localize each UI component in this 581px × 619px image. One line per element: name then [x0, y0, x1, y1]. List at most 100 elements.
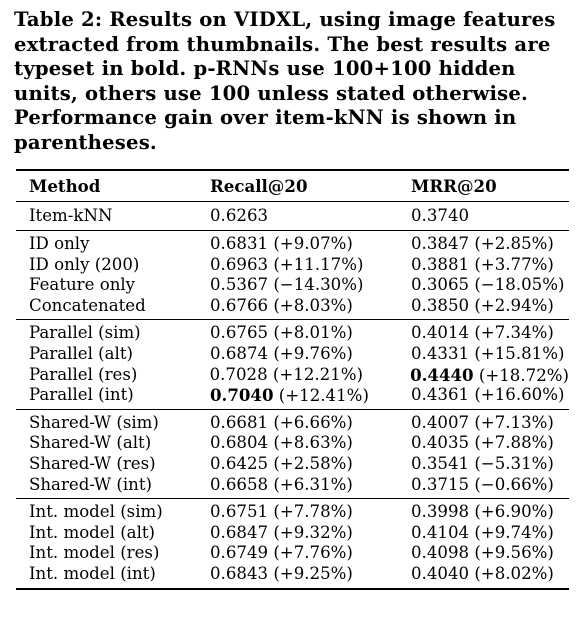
mrr-cell: 0.4098 (+9.56%) — [398, 543, 554, 564]
mrr-gain: (+7.88%) — [469, 433, 554, 453]
table-row: Parallel (alt) 0.6874 (+9.76%) 0.4331 (+15… — [16, 344, 569, 365]
recall-gain: (+9.07%) — [268, 234, 353, 253]
mrr-value: 0.4040 — [411, 563, 470, 583]
recall-gain: (+12.41%) — [273, 386, 369, 406]
method-name: Shared-W (alt) — [29, 433, 152, 453]
recall-value: 0.6425 — [210, 453, 269, 473]
method-name: Feature only — [29, 275, 136, 295]
recall-value: 0.6766 — [210, 295, 269, 315]
mrr-value: 0.3998 — [411, 502, 470, 522]
group-rule — [16, 230, 569, 231]
mrr-cell: 0.3065 (−18.05%) — [398, 275, 564, 296]
method-cell: Shared-W (alt) — [16, 433, 197, 454]
recall-cell: 0.5367 (−14.30%) — [197, 275, 398, 296]
table-row: Parallel (res) 0.7028 (+12.21%) 0.4440 (+1… — [16, 365, 569, 386]
method-name: Int. model (res) — [29, 543, 160, 563]
recall-cell: 0.6963 (+11.17%) — [197, 255, 398, 276]
mrr-value: 0.3847 — [411, 234, 470, 253]
method-cell: Parallel (alt) — [16, 344, 197, 365]
method-name: ID only — [29, 234, 90, 253]
method-name: Shared-W (int) — [29, 474, 152, 494]
header-method: Method — [29, 176, 101, 196]
method-cell: Feature only — [16, 275, 197, 296]
mrr-cell: 0.3541 (−5.31%) — [398, 454, 554, 475]
table-row: Shared-W (sim) 0.6681 (+6.66%) 0.4007 (+7.… — [16, 413, 569, 434]
recall-gain: (+8.63%) — [268, 433, 353, 453]
table-row: Int. model (int) 0.6843 (+9.25%) 0.4040 (+… — [16, 564, 569, 585]
table-body: ID only 0.6831 (+9.07%) 0.3847 (+2.85%) ID … — [16, 230, 569, 590]
recall-cell: 0.6751 (+7.78%) — [197, 502, 398, 523]
row-group: Int. model (sim) 0.6751 (+7.78%) 0.3998 (+… — [16, 499, 569, 587]
baseline-mrr: 0.3740 — [411, 206, 470, 225]
recall-gain: (+6.31%) — [268, 474, 353, 494]
mrr-gain: (+9.74%) — [469, 522, 554, 542]
row-group: ID only 0.6831 (+9.07%) 0.3847 (+2.85%) ID … — [16, 231, 569, 319]
mrr-value: 0.3065 — [411, 275, 470, 295]
method-cell: Shared-W (int) — [16, 475, 197, 496]
recall-value: 0.5367 — [210, 275, 269, 295]
mrr-cell: 0.4035 (+7.88%) — [398, 433, 554, 454]
recall-value: 0.6831 — [210, 234, 269, 253]
recall-cell: 0.6847 (+9.32%) — [197, 523, 398, 544]
recall-cell: 0.7040 (+12.41%) — [197, 385, 398, 406]
recall-gain: (+7.76%) — [268, 543, 353, 563]
method-cell: Parallel (int) — [16, 385, 197, 406]
method-cell: Int. model (int) — [16, 564, 197, 585]
mrr-cell: 0.3850 (+2.94%) — [398, 296, 554, 317]
method-name: Shared-W (sim) — [29, 412, 159, 432]
mrr-value: 0.4007 — [411, 412, 470, 432]
method-name: Int. model (alt) — [29, 522, 156, 542]
method-cell: Int. model (sim) — [16, 502, 197, 523]
recall-gain: (+2.58%) — [268, 453, 353, 473]
table-row: Feature only 0.5367 (−14.30%) 0.3065 (−18.… — [16, 275, 569, 296]
method-cell: ID only — [16, 234, 197, 255]
recall-gain: (+11.17%) — [268, 254, 364, 274]
method-cell: Int. model (res) — [16, 543, 197, 564]
method-name: Shared-W (res) — [29, 453, 156, 473]
method-name: Parallel (res) — [29, 364, 138, 384]
recall-value: 0.6681 — [210, 412, 269, 432]
method-cell: Parallel (sim) — [16, 323, 197, 344]
table-row: Parallel (int) 0.7040 (+12.41%) 0.4361 (+1… — [16, 385, 569, 406]
group-rule — [16, 498, 569, 500]
method-name: Parallel (alt) — [29, 343, 133, 363]
results-table: Method Recall@20 MRR@20 Item-kNN 0.6263 … — [16, 169, 569, 590]
recall-value: 0.6847 — [210, 522, 269, 542]
mrr-cell: 0.4440 (+18.72%) — [397, 365, 569, 386]
method-cell: Shared-W (sim) — [16, 413, 197, 434]
recall-gain: (+6.66%) — [268, 412, 353, 432]
mrr-gain: (+9.56%) — [469, 543, 554, 563]
recall-cell: 0.6425 (+2.58%) — [197, 454, 398, 475]
mrr-cell: 0.4007 (+7.13%) — [398, 413, 554, 434]
method-cell: Concatenated — [16, 296, 197, 317]
mrr-gain: (+18.72%) — [473, 365, 569, 385]
recall-cell: 0.6874 (+9.76%) — [197, 344, 398, 365]
method-name: Parallel (int) — [29, 385, 134, 405]
recall-cell: 0.6766 (+8.03%) — [197, 296, 398, 317]
mrr-gain: (+3.77%) — [469, 254, 554, 274]
method-cell: Parallel (res) — [16, 365, 197, 386]
mrr-cell: 0.4331 (+15.81%) — [398, 344, 564, 365]
recall-cell: 0.6804 (+8.63%) — [197, 433, 398, 454]
method-name: ID only (200) — [29, 254, 140, 274]
header-rule — [16, 201, 569, 202]
header-recall: Recall@20 — [210, 176, 308, 196]
table-row: Parallel (sim) 0.6765 (+8.01%) 0.4014 (+7.… — [16, 323, 569, 344]
table-row: Shared-W (res) 0.6425 (+2.58%) 0.3541 (−5.… — [16, 454, 569, 475]
recall-cell: 0.7028 (+12.21%) — [197, 365, 398, 386]
mrr-cell: 0.4104 (+9.74%) — [398, 523, 554, 544]
recall-gain: (+9.32%) — [268, 522, 353, 542]
recall-cell: 0.6843 (+9.25%) — [197, 564, 398, 585]
baseline-method: Item-kNN — [29, 206, 113, 225]
recall-value: 0.6765 — [210, 323, 269, 343]
mrr-gain: (+7.34%) — [469, 323, 554, 343]
recall-cell: 0.6831 (+9.07%) — [197, 234, 398, 255]
table-row: ID only 0.6831 (+9.07%) 0.3847 (+2.85%) — [16, 234, 569, 255]
mrr-cell: 0.3715 (−0.66%) — [398, 475, 554, 496]
recall-cell: 0.6681 (+6.66%) — [197, 413, 398, 434]
table-row: Concatenated 0.6766 (+8.03%) 0.3850 (+2.94… — [16, 296, 569, 317]
recall-value: 0.7040 — [210, 385, 274, 406]
mrr-cell: 0.3847 (+2.85%) — [398, 234, 554, 255]
mrr-value: 0.4440 — [410, 364, 474, 385]
top-rule — [16, 169, 569, 171]
